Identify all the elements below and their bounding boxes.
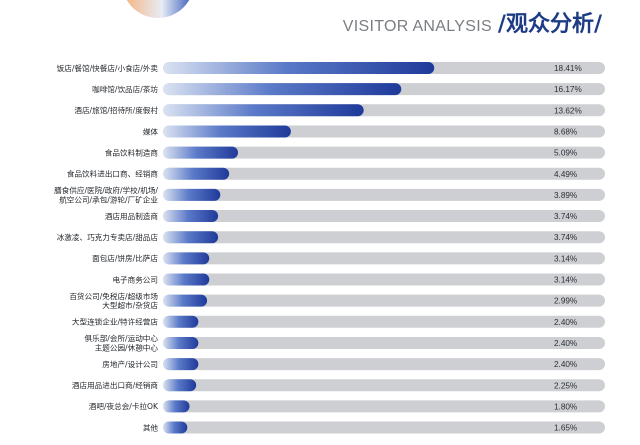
value-label: 3.14% — [554, 254, 577, 263]
bar — [163, 167, 230, 180]
category-label: 食品饮料进出口商、经销商 — [67, 169, 159, 179]
category-label: 媒体 — [143, 126, 159, 136]
value-label: 1.65% — [554, 424, 577, 433]
bar — [163, 231, 219, 244]
category-label: 面包店/饼房/比萨店 — [92, 253, 158, 263]
bar-track — [163, 252, 605, 265]
category-label: 酒店用品进出口商/经销商 — [72, 380, 158, 390]
bar — [163, 358, 199, 371]
bar-track — [163, 188, 605, 201]
decorative-circle — [126, 0, 190, 18]
bar-track — [163, 315, 605, 328]
category-label: 百货公司/免税店/超级市场 — [69, 291, 158, 301]
value-label: 2.40% — [554, 339, 577, 348]
bar — [163, 125, 291, 138]
category-label: 咖啡馆/饮品店/茶坊 — [92, 84, 158, 94]
bar-track — [163, 294, 605, 307]
bar-track — [163, 421, 605, 434]
value-label: 3.74% — [554, 212, 577, 221]
value-label: 4.49% — [554, 170, 577, 179]
category-label: 酒店/旅馆/招待所/度假村 — [74, 105, 158, 115]
value-label: 2.40% — [554, 360, 577, 369]
value-label: 3.74% — [554, 233, 577, 242]
category-label: 主题公园/休憩中心 — [95, 342, 159, 352]
page-header: VISITOR ANALYSIS /观众分析/ — [343, 10, 602, 38]
bar — [163, 252, 210, 265]
category-label: 食品饮料制造商 — [105, 147, 159, 157]
value-label: 16.17% — [554, 85, 582, 94]
bar — [163, 400, 190, 413]
title-chinese: /观众分析/ — [497, 12, 602, 37]
bar-track — [163, 210, 605, 223]
value-label: 2.40% — [554, 318, 577, 327]
bar — [163, 104, 364, 117]
bar-track — [163, 400, 605, 413]
category-label: 俱乐部/会所/运动中心 — [85, 333, 159, 343]
category-label: 冰激凌、巧克力专卖店/甜品店 — [57, 232, 159, 242]
value-label: 18.41% — [554, 64, 582, 73]
bar — [163, 315, 199, 328]
bar — [163, 336, 199, 349]
bar — [163, 421, 188, 434]
category-label: 酒吧/夜总会/卡拉OK — [89, 401, 159, 411]
bar — [163, 62, 435, 74]
bar-track — [163, 358, 605, 371]
bar-track — [163, 167, 605, 180]
value-label: 1.80% — [554, 402, 577, 411]
value-label: 2.99% — [554, 297, 577, 306]
value-label: 5.09% — [554, 149, 577, 158]
bar-track — [163, 273, 605, 286]
bar — [163, 146, 238, 159]
value-label: 3.89% — [554, 191, 577, 200]
value-label: 8.68% — [554, 127, 577, 136]
bar-track — [163, 231, 605, 244]
bar — [163, 294, 208, 307]
category-label: 房地产/设计公司 — [102, 359, 158, 369]
category-label: 膳食供应/医院/政府/学校/机场/ — [54, 185, 158, 195]
bar — [163, 188, 221, 201]
bar — [163, 379, 197, 392]
category-label: 大型连锁企业/特许经营店 — [72, 317, 158, 327]
value-label: 3.14% — [554, 276, 577, 285]
bar-track — [163, 379, 605, 392]
title-english: VISITOR ANALYSIS — [342, 18, 492, 35]
bar-track — [163, 336, 605, 349]
category-label: 饭店/餐馆/快餐店/小食店/外卖 — [57, 63, 159, 73]
bar-track — [163, 146, 605, 159]
value-label: 13.62% — [554, 106, 582, 115]
bar — [163, 83, 402, 96]
category-label: 大型超市/杂货店 — [102, 300, 158, 310]
category-label: 其他 — [143, 422, 159, 432]
bar — [163, 210, 219, 223]
category-label: 航空公司/承包/游轮/厂矿企业 — [59, 194, 158, 204]
category-label: 电子商务公司 — [112, 274, 158, 284]
bar — [163, 273, 210, 286]
category-label: 酒店用品制造商 — [105, 211, 159, 221]
value-label: 2.25% — [554, 381, 577, 390]
